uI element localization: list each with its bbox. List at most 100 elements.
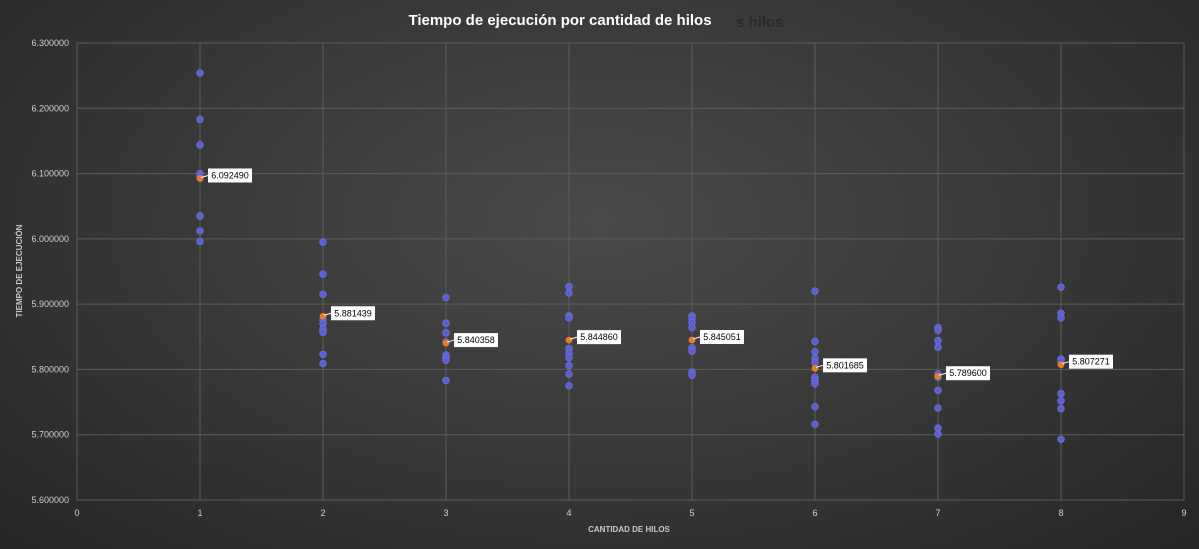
data-label: 6.092490: [211, 170, 249, 180]
average-point: [688, 336, 696, 344]
sample-point: [1057, 397, 1065, 405]
data-label: 5.801685: [826, 360, 864, 370]
sample-point: [196, 237, 204, 246]
data-label-leader: [200, 174, 209, 178]
y-tick-label: 6.000000: [31, 234, 69, 244]
chart-title: Tiempo de ejecución por cantidad de hilo…: [408, 12, 711, 29]
sample-point: [319, 290, 327, 299]
data-label-leader: [569, 336, 578, 340]
data-label: 5.807271: [1072, 357, 1110, 367]
data-label-leader: [815, 364, 824, 368]
chart-title-ghost: s hilos: [736, 14, 784, 31]
sample-point: [319, 238, 327, 246]
sample-point: [934, 430, 942, 438]
average-point: [934, 372, 942, 380]
sample-point: [1057, 404, 1065, 413]
average-point: [442, 339, 450, 347]
sample-point: [688, 371, 696, 380]
data-label-leader: [446, 339, 455, 343]
sample-point: [934, 404, 942, 412]
y-tick-label: 5.800000: [31, 364, 69, 374]
sample-point: [1057, 283, 1065, 291]
y-tick-label: 6.300000: [31, 38, 69, 48]
data-label: 5.840358: [457, 335, 495, 345]
x-tick-label: 8: [1058, 508, 1063, 518]
average-point: [319, 312, 327, 320]
sample-point: [442, 376, 450, 385]
data-label-box: [331, 306, 375, 321]
x-tick-label: 9: [1181, 508, 1186, 518]
sample-point: [1057, 389, 1065, 398]
y-tick-label: 5.600000: [31, 495, 69, 505]
sample-point: [934, 386, 942, 395]
x-tick-label: 6: [812, 508, 817, 518]
data-label-leader: [323, 312, 332, 316]
average-point: [196, 175, 204, 182]
sample-point: [565, 282, 573, 291]
y-tick-label: 6.100000: [31, 169, 69, 179]
sample-point: [811, 337, 819, 346]
x-tick-label: 0: [74, 508, 79, 518]
data-label: 5.845051: [703, 332, 741, 342]
data-label: 5.789600: [949, 368, 987, 378]
sample-point: [196, 141, 204, 149]
sample-point: [934, 343, 942, 351]
sample-point: [811, 348, 819, 356]
sample-point: [196, 115, 204, 124]
sample-point: [565, 289, 573, 297]
y-tick-label: 5.700000: [31, 430, 69, 440]
data-label-box: [454, 333, 498, 348]
average-point: [1057, 361, 1065, 369]
sample-point: [565, 361, 573, 370]
sample-point: [196, 212, 204, 220]
y-tick-label: 6.200000: [31, 103, 69, 113]
axes: 5.600000 5.700000 5.800000 5.900000 6.000000…: [31, 38, 1186, 518]
x-tick-label: 4: [566, 508, 571, 518]
data-label-box: [700, 330, 744, 345]
sample-point: [565, 370, 573, 378]
sample-point: [811, 420, 819, 428]
sample-point: [1057, 435, 1065, 443]
data-label: 5.881439: [334, 308, 372, 318]
sample-point: [811, 380, 819, 388]
sample-point: [319, 270, 327, 278]
sample-point: [442, 319, 450, 327]
x-tick-label: 1: [197, 508, 202, 518]
sample-point: [442, 329, 450, 337]
data-label-leader: [692, 336, 701, 340]
x-tick-label: 3: [443, 508, 448, 518]
data-label-leader: [938, 372, 947, 376]
data-label-box: [946, 366, 990, 381]
data-label-box: [577, 330, 621, 345]
sample-point: [319, 359, 327, 368]
sample-point: [688, 347, 696, 355]
x-tick-label: 7: [935, 508, 940, 518]
data-labels: 6.092490 5.881439 5.840358 5.844860 5.845051…: [200, 168, 1113, 381]
sample-point: [565, 382, 573, 390]
average-points: [196, 175, 1065, 380]
sample-point: [688, 323, 696, 332]
sample-point: [811, 402, 819, 411]
sample-point: [442, 293, 450, 302]
sample-point: [319, 328, 327, 336]
sample-point: [934, 337, 942, 345]
sample-point: [196, 227, 204, 235]
x-axis-title: CANTIDAD DE HILOS: [588, 525, 670, 534]
average-point: [811, 364, 819, 372]
sample-point: [565, 314, 573, 322]
data-label: 5.844860: [580, 332, 618, 342]
x-tick-label: 5: [689, 508, 694, 518]
sample-point: [811, 287, 819, 295]
data-label-box: [823, 358, 867, 373]
average-point: [565, 336, 573, 344]
y-tick-label: 5.900000: [31, 299, 69, 309]
gridlines: [76, 42, 1185, 501]
sample-points: [196, 69, 1065, 443]
sample-point: [565, 353, 573, 362]
sample-point: [196, 69, 204, 77]
sample-point: [934, 326, 942, 334]
x-tick-label: 2: [320, 508, 325, 518]
sample-point: [319, 350, 327, 359]
sample-point: [442, 356, 450, 364]
